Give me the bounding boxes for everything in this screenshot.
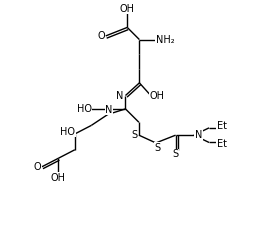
Text: OH: OH bbox=[150, 91, 165, 101]
Text: O: O bbox=[34, 162, 41, 172]
Text: OH: OH bbox=[51, 173, 66, 183]
Text: S: S bbox=[173, 149, 179, 159]
Text: O: O bbox=[97, 31, 105, 41]
Text: N: N bbox=[195, 130, 202, 140]
Text: OH: OH bbox=[120, 4, 135, 14]
Text: Et: Et bbox=[217, 139, 227, 149]
Text: N: N bbox=[105, 105, 113, 115]
Text: Et: Et bbox=[217, 121, 227, 131]
Text: HO: HO bbox=[60, 126, 75, 137]
Text: NH₂: NH₂ bbox=[156, 35, 174, 45]
Text: S: S bbox=[154, 143, 160, 153]
Text: N: N bbox=[116, 91, 124, 101]
Text: S: S bbox=[131, 130, 137, 140]
Text: HO: HO bbox=[77, 104, 92, 114]
